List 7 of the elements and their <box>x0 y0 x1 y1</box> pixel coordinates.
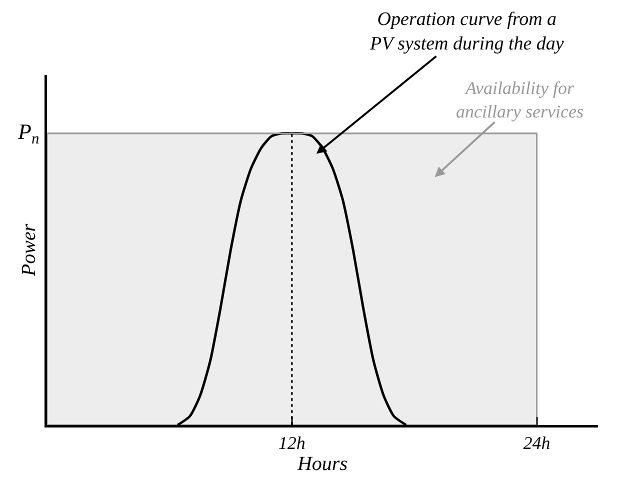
x-tick-label: 12h <box>278 433 306 454</box>
ref-line-label: P$_{n}$ <box>17 119 40 148</box>
annotation: Operation curve from a PV system during the day <box>369 9 564 55</box>
y-axis-title: Power <box>18 224 40 278</box>
x-axis-title: Hours <box>296 453 348 476</box>
band-label: Availability for ancillary services <box>456 78 584 122</box>
x-tick-label: 24h <box>523 433 550 454</box>
